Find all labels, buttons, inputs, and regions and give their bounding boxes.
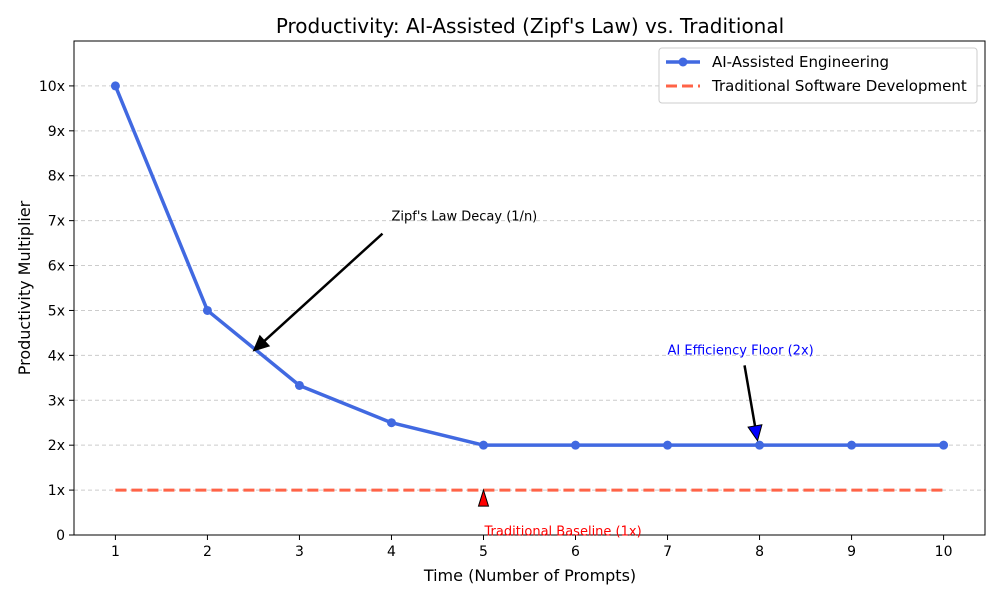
x-tick-label: 1 bbox=[111, 544, 120, 560]
grid bbox=[74, 85, 985, 491]
legend-marker-ai bbox=[678, 57, 688, 67]
x-tick-label: 3 bbox=[295, 544, 304, 560]
y-tick-label: 1x bbox=[48, 483, 65, 499]
data-point-ai bbox=[663, 440, 673, 450]
annotation-arrow-floor-shaft bbox=[743, 365, 757, 427]
x-tick-label: 10 bbox=[935, 544, 953, 560]
legend: AI-Assisted Engineering Traditional Soft… bbox=[658, 47, 978, 104]
y-tick-label: 7x bbox=[48, 214, 65, 230]
y-tick-label: 8x bbox=[48, 169, 65, 185]
y-tick-label: 9x bbox=[48, 124, 65, 140]
data-point-ai bbox=[847, 440, 857, 450]
x-tick-label: 9 bbox=[847, 544, 856, 560]
data-point-ai bbox=[202, 305, 212, 315]
y-tick-label: 4x bbox=[48, 348, 65, 364]
legend-box bbox=[658, 47, 978, 104]
legend-label-ai: AI-Assisted Engineering bbox=[712, 53, 889, 71]
legend-label-traditional: Traditional Software Development bbox=[711, 77, 967, 95]
x-tick-label: 8 bbox=[755, 544, 764, 560]
y-axis: 0 1x 2x 3x 4x 5x 6x 7x 8x 9x 10x bbox=[39, 79, 74, 544]
annotation-baseline: Traditional Baseline (1x) bbox=[483, 525, 641, 540]
annotations: Zipf's Law Decay (1/n) AI Efficiency Floo… bbox=[252, 210, 814, 540]
x-tick-label: 7 bbox=[663, 544, 672, 560]
y-axis-label: Productivity Multiplier bbox=[15, 200, 34, 375]
annotation-arrow-zipf-head bbox=[252, 334, 271, 352]
y-tick-label: 6x bbox=[48, 259, 65, 275]
y-tick-label: 10x bbox=[39, 79, 65, 95]
x-tick-label: 5 bbox=[479, 544, 488, 560]
annotation-zipf: Zipf's Law Decay (1/n) bbox=[391, 210, 537, 225]
y-tick-label: 2x bbox=[48, 438, 65, 454]
chart-title: Productivity: AI-Assisted (Zipf's Law) v… bbox=[276, 14, 784, 38]
y-tick-label: 3x bbox=[48, 393, 65, 409]
x-axis-label: Time (Number of Prompts) bbox=[423, 566, 636, 585]
plot-frame bbox=[73, 40, 986, 536]
data-point-ai bbox=[294, 380, 304, 390]
data-point-ai bbox=[110, 81, 120, 91]
annotation-arrow-zipf-shaft bbox=[263, 232, 384, 342]
data-point-ai bbox=[386, 418, 396, 428]
x-tick-label: 6 bbox=[571, 544, 580, 560]
x-tick-label: 2 bbox=[203, 544, 212, 560]
data-point-ai bbox=[478, 440, 488, 450]
data-point-ai bbox=[755, 440, 765, 450]
x-tick-label: 4 bbox=[387, 544, 396, 560]
plot-area bbox=[110, 81, 949, 492]
annotation-floor: AI Efficiency Floor (2x) bbox=[668, 343, 814, 358]
x-axis: 1 2 3 4 5 6 7 8 9 10 bbox=[111, 535, 953, 560]
series-line-ai bbox=[113, 85, 944, 447]
y-tick-label: 5x bbox=[48, 303, 65, 319]
annotation-arrow-baseline bbox=[477, 488, 490, 507]
data-point-ai bbox=[939, 440, 949, 450]
data-point-ai bbox=[571, 440, 581, 450]
annotation-arrow-floor-head bbox=[747, 424, 763, 442]
y-tick-label: 0 bbox=[56, 528, 65, 544]
